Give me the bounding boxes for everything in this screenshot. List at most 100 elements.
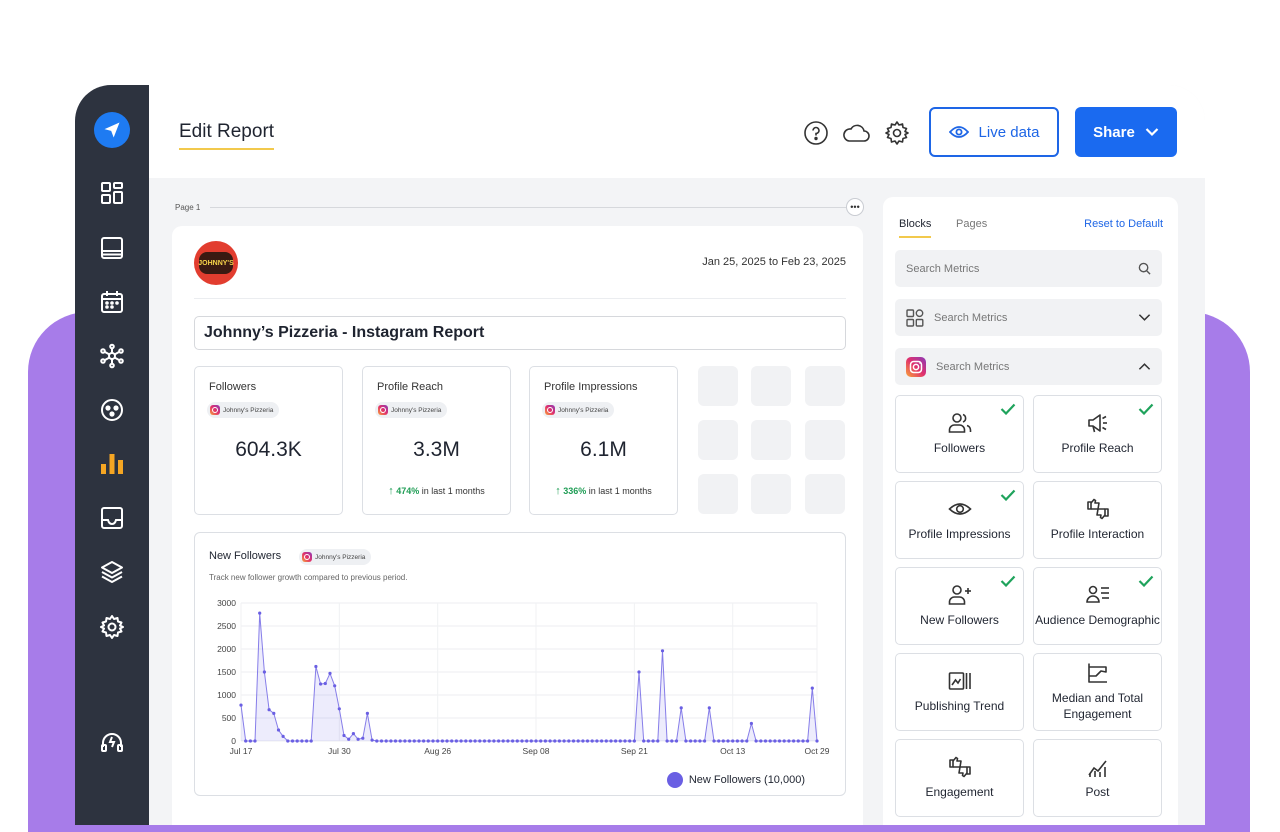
data-point — [436, 739, 440, 743]
empty-slot[interactable] — [751, 366, 791, 406]
data-point — [286, 739, 290, 743]
block-label: Median and Total Engagement — [1051, 691, 1144, 721]
block-profile-interaction[interactable]: Profile Interaction — [1033, 481, 1162, 559]
megaphone-icon — [1087, 414, 1107, 433]
app-logo-icon[interactable] — [94, 112, 130, 148]
data-point — [473, 739, 477, 743]
data-point — [262, 670, 266, 674]
share-button[interactable]: Share — [1075, 107, 1177, 157]
data-point — [403, 739, 407, 743]
layers-icon[interactable] — [99, 559, 125, 585]
data-point — [454, 739, 458, 743]
new-followers-chart-card[interactable]: New Followers Johnny's Pizzeria Track ne… — [194, 532, 846, 796]
block-engagement[interactable]: Engagement — [895, 739, 1024, 817]
engage-icon[interactable] — [99, 397, 125, 423]
data-point — [361, 736, 365, 740]
bar-chart-icon[interactable] — [99, 451, 125, 477]
group-label: Search Metrics — [934, 311, 1008, 324]
data-point — [726, 739, 730, 743]
block-median-total-engagement[interactable]: Median and Total Engagement — [1033, 653, 1162, 731]
legend-label: New Followers (10,000) — [688, 774, 805, 786]
empty-slot[interactable] — [751, 474, 791, 514]
eye-icon — [948, 126, 969, 138]
data-point — [576, 739, 580, 743]
block-label: New Followers — [920, 613, 999, 627]
empty-slot[interactable] — [698, 366, 738, 406]
data-point — [426, 739, 430, 743]
x-tick-label: Oct 13 — [720, 746, 745, 756]
empty-slot[interactable] — [698, 474, 738, 514]
account-chip: Johnny's Pizzeria — [299, 549, 372, 565]
data-point — [276, 728, 281, 732]
data-point — [712, 739, 716, 743]
data-point — [384, 739, 388, 743]
audience-icon — [1085, 585, 1109, 603]
data-point — [529, 739, 533, 743]
empty-slot[interactable] — [751, 420, 791, 460]
data-point — [351, 732, 355, 736]
empty-slot[interactable] — [805, 366, 845, 406]
tab-blocks[interactable]: Blocks — [899, 218, 932, 238]
report-title-input[interactable]: Johnny’s Pizzeria - Instagram Report — [194, 316, 846, 350]
data-point — [520, 739, 524, 743]
data-point — [459, 739, 463, 743]
metric-card-profile-reach[interactable]: Profile Reach Johnny's Pizzeria 3.3M ↑ 4… — [362, 366, 511, 515]
block-audience-demographic[interactable]: Audience Demographic — [1033, 567, 1162, 645]
empty-slot[interactable] — [698, 420, 738, 460]
data-point — [642, 739, 646, 743]
date-range[interactable]: Jan 25, 2025 to Feb 23, 2025 — [702, 256, 846, 268]
block-post[interactable]: Post — [1033, 739, 1162, 817]
data-point — [656, 739, 660, 743]
cloud-icon[interactable] — [841, 120, 871, 146]
page-more-icon[interactable]: ••• — [846, 198, 864, 216]
reset-to-default-link[interactable]: Reset to Default — [1084, 218, 1163, 230]
block-publishing-trend[interactable]: Publishing Trend — [895, 653, 1024, 731]
data-point — [468, 739, 473, 743]
series-line — [240, 613, 818, 742]
posts-icon[interactable] — [99, 235, 125, 261]
instagram-icon — [302, 552, 312, 562]
inbox-icon[interactable] — [99, 505, 125, 531]
chart-title: New Followers — [209, 550, 282, 562]
metric-label: Profile Reach — [377, 381, 444, 393]
tab-pages[interactable]: Pages — [956, 218, 988, 230]
followers-icon — [948, 413, 971, 433]
block-label: Profile Interaction — [1050, 527, 1145, 541]
metric-group-instagram[interactable]: Search Metrics — [895, 348, 1162, 385]
data-point — [333, 684, 337, 688]
chart-legend: New Followers (10,000) — [666, 772, 805, 788]
search-placeholder: Search Metrics — [906, 262, 980, 275]
metric-card-followers[interactable]: Followers Johnny's Pizzeria 604.3K — [194, 366, 343, 515]
live-data-button[interactable]: Live data — [929, 107, 1059, 157]
data-point — [806, 739, 810, 743]
dashboard-icon[interactable] — [99, 180, 125, 206]
page-divider — [210, 207, 846, 208]
headset-icon[interactable] — [99, 730, 125, 756]
data-point — [801, 739, 805, 743]
empty-slot[interactable] — [805, 474, 845, 514]
data-point — [314, 664, 318, 669]
check-icon — [1138, 575, 1154, 587]
search-icon — [1138, 262, 1151, 275]
x-tick-label: Jul 17 — [230, 746, 253, 756]
gear-icon[interactable] — [99, 614, 125, 640]
chevron-down-icon — [1145, 128, 1159, 137]
metric-group-general[interactable]: Search Metrics — [895, 299, 1162, 336]
block-profile-reach[interactable]: Profile Reach — [1033, 395, 1162, 473]
metric-card-profile-impressions[interactable]: Profile Impressions Johnny's Pizzeria 6.… — [529, 366, 678, 515]
help-icon[interactable] — [803, 120, 829, 146]
thumbs-icon — [1086, 498, 1109, 520]
data-point — [768, 739, 772, 743]
network-icon[interactable] — [99, 343, 125, 369]
data-point — [553, 739, 557, 743]
block-profile-impressions[interactable]: Profile Impressions — [895, 481, 1024, 559]
block-new-followers[interactable]: New Followers — [895, 567, 1024, 645]
settings-icon[interactable] — [884, 120, 910, 146]
data-point — [506, 739, 510, 743]
empty-slot[interactable] — [805, 420, 845, 460]
data-point — [431, 739, 435, 743]
calendar-icon[interactable] — [99, 289, 125, 315]
block-followers[interactable]: Followers — [895, 395, 1024, 473]
search-metrics-input[interactable]: Search Metrics — [895, 250, 1162, 287]
data-point — [253, 739, 257, 743]
